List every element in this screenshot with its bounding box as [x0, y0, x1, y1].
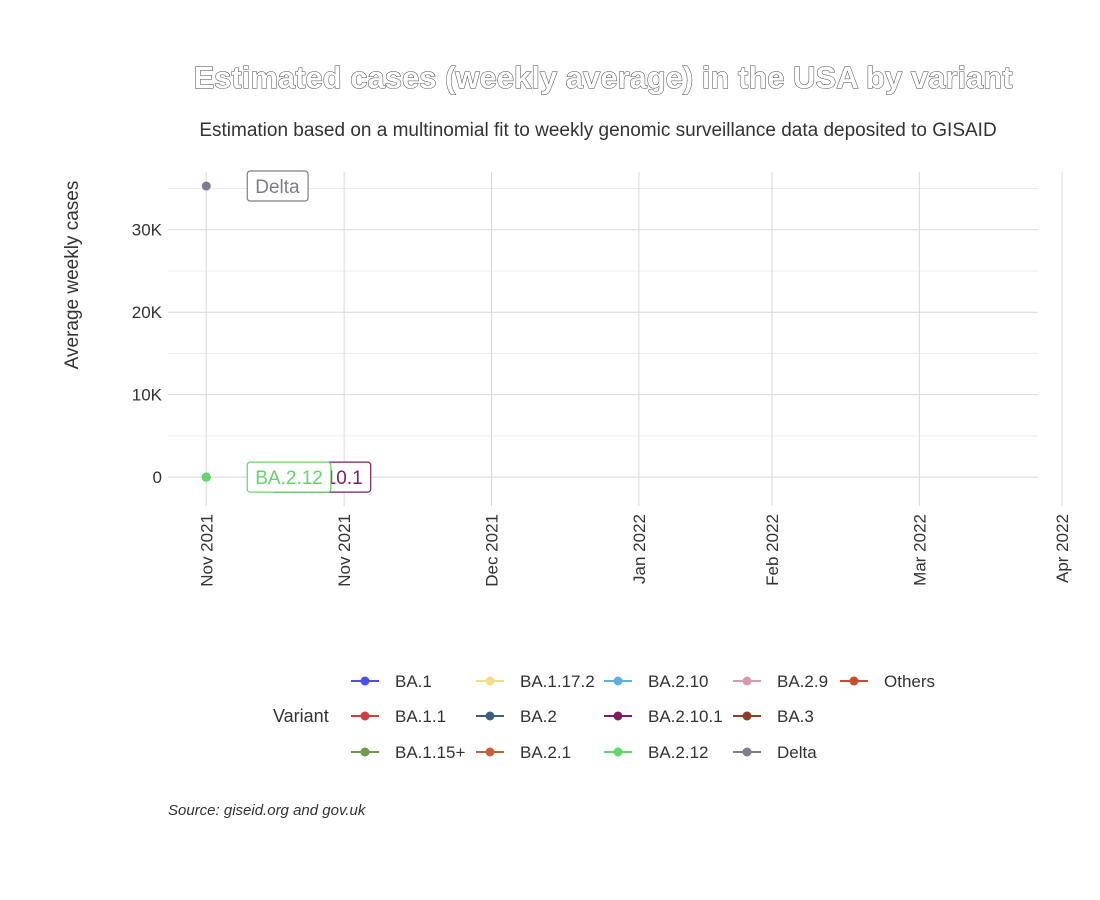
- legend-key-dot: [485, 747, 495, 757]
- x-tick-label: Jan 2022: [630, 514, 649, 584]
- legend-label: BA.2.10: [648, 672, 709, 691]
- legend-key-dot: [360, 676, 370, 686]
- legend-key-dot: [360, 747, 370, 757]
- y-tick-label: 30K: [132, 221, 163, 240]
- legend-item-ba-1-1: BA.1.1: [351, 707, 446, 726]
- legend-key-dot: [742, 747, 752, 757]
- series-layer: [201, 181, 211, 482]
- legend-label: BA.2.1: [520, 743, 571, 762]
- plot-grid: [168, 172, 1063, 506]
- legend-item-ba-2-9: BA.2.9: [733, 672, 828, 691]
- legend-label: BA.1: [395, 672, 432, 691]
- legend-item-ba-2: BA.2: [476, 707, 557, 726]
- data-point: [201, 181, 211, 191]
- legend-label: BA.1.1: [395, 707, 446, 726]
- legend-label: BA.2.12: [648, 743, 709, 762]
- chart-title: Estimated cases (weekly average) in the …: [194, 60, 1013, 95]
- legend-key-dot: [613, 747, 623, 757]
- series-ba-2-12: [201, 472, 211, 482]
- legend-label: BA.1.17.2: [520, 672, 595, 691]
- y-tick-label: 0: [153, 468, 162, 487]
- legend-label: BA.2.10.1: [648, 707, 723, 726]
- chart-caption: Source: giseid.org and gov.uk: [168, 802, 367, 819]
- legend-label: Delta: [777, 743, 817, 762]
- legend-item-ba-2-10: BA.2.10: [604, 672, 709, 691]
- legend-label: BA.2: [520, 707, 557, 726]
- legend-label: BA.3: [777, 707, 814, 726]
- legend-key-dot: [613, 711, 623, 721]
- legend-item-ba-1: BA.1: [351, 672, 432, 691]
- legend-label: BA.2.9: [777, 672, 828, 691]
- end-label-text: BA.2.12: [255, 468, 323, 489]
- legend-key-dot: [613, 676, 623, 686]
- end-label-ba-2-12: BA.2.12: [246, 461, 332, 493]
- legend-label: Others: [884, 672, 935, 691]
- legend-item-others: Others: [840, 672, 935, 691]
- x-tick-label: Feb 2022: [763, 514, 782, 586]
- legend-key-dot: [485, 676, 495, 686]
- legend-item-ba-2-12: BA.2.12: [604, 743, 709, 762]
- legend-label: BA.1.15+: [395, 743, 465, 762]
- x-tick-label: Dec 2021: [483, 514, 502, 587]
- legend-item-ba-1-17-2: BA.1.17.2: [476, 672, 595, 691]
- legend-key-dot: [360, 711, 370, 721]
- y-axis-label: Average weekly cases: [62, 181, 83, 370]
- x-tick-label: Nov 2021: [335, 514, 354, 587]
- end-label-delta: Delta: [246, 170, 309, 202]
- legend-item-ba-2-1: BA.2.1: [476, 743, 571, 762]
- x-tick-label: Apr 2022: [1053, 514, 1072, 583]
- legend-key-dot: [485, 711, 495, 721]
- data-point: [201, 472, 211, 482]
- y-tick-labels: 0 10K 20K 30K: [132, 221, 163, 487]
- y-tick-label: 10K: [132, 386, 163, 405]
- chart-subtitle: Estimation based on a multinomial fit to…: [199, 120, 996, 141]
- x-tick-labels: Nov 2021 Nov 2021 Dec 2021 Jan 2022 Feb 2022…: [197, 514, 1072, 587]
- x-tick-label: Mar 2022: [910, 514, 929, 586]
- legend-key-dot: [849, 676, 859, 686]
- legend-item-ba-3: BA.3: [733, 707, 814, 726]
- legend-item-ba-2-10-1: BA.2.10.1: [604, 707, 723, 726]
- end-label-box: [246, 170, 309, 202]
- legend-key-dot: [742, 676, 752, 686]
- legend-key-dot: [742, 711, 752, 721]
- legend-title: Variant: [273, 706, 329, 726]
- end-label-box: [246, 461, 332, 493]
- legend-item-ba-1-15-: BA.1.15+: [351, 743, 465, 762]
- series-delta: [201, 181, 211, 191]
- x-tick-label: Nov 2021: [197, 514, 216, 587]
- legend: Variant BA.1 BA.1.1 BA.1.15+ BA.1.17.2 BA.2 BA…: [273, 672, 935, 762]
- y-tick-label: 20K: [132, 303, 163, 322]
- end-label-text: Delta: [255, 177, 300, 198]
- legend-item-delta: Delta: [733, 743, 817, 762]
